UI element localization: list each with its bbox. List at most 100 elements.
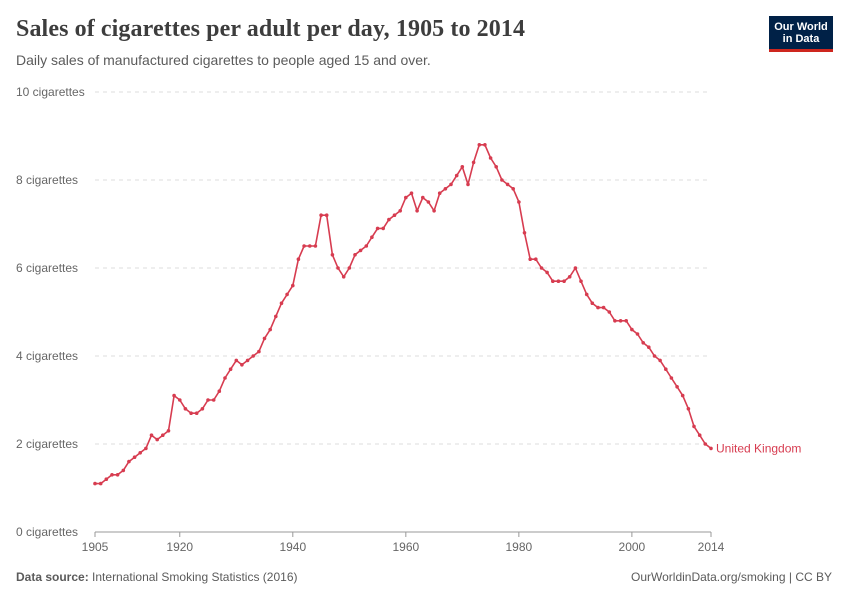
source-label: Data source: — [16, 570, 89, 584]
series-label: United Kingdom — [716, 441, 801, 455]
data-point — [601, 305, 606, 310]
data-point — [709, 446, 713, 451]
logo-line-1: Our World — [774, 21, 828, 33]
data-point — [183, 407, 188, 411]
data-point — [652, 354, 657, 358]
data-point — [319, 213, 323, 217]
data-point — [545, 270, 549, 275]
data-point — [404, 195, 408, 200]
data-point — [449, 182, 453, 187]
data-point — [240, 363, 244, 367]
data-point — [364, 244, 369, 248]
data-point — [471, 160, 476, 165]
data-point — [669, 376, 674, 380]
data-point — [539, 266, 544, 270]
data-point — [454, 173, 459, 178]
data-point — [635, 332, 640, 336]
data-point — [110, 473, 114, 477]
data-point — [274, 314, 278, 319]
data-point — [121, 468, 126, 473]
data-point — [381, 226, 386, 231]
data-point — [443, 187, 448, 191]
data-point — [132, 455, 137, 460]
data-point — [483, 143, 487, 147]
data-point — [426, 200, 431, 204]
data-point — [562, 279, 566, 284]
data-point — [466, 182, 470, 187]
data-point — [641, 341, 645, 345]
data-point — [409, 191, 414, 195]
data-point — [370, 235, 374, 239]
data-point — [675, 385, 679, 389]
data-point — [618, 319, 623, 323]
data-point — [567, 275, 572, 279]
owid-logo[interactable]: Our World in Data — [769, 16, 833, 52]
data-point — [432, 209, 436, 213]
data-point — [217, 389, 222, 394]
data-point — [223, 376, 227, 380]
data-point — [494, 165, 499, 169]
data-point — [251, 354, 255, 358]
data-point — [387, 217, 391, 222]
data-point — [211, 398, 216, 402]
data-source: Data source: International Smoking Stati… — [16, 570, 297, 584]
data-point — [302, 244, 306, 248]
data-point — [234, 358, 239, 363]
data-point — [511, 187, 515, 191]
data-point — [341, 275, 346, 279]
data-point — [551, 279, 555, 284]
license-text: CC BY — [795, 570, 832, 584]
data-point — [178, 398, 182, 402]
data-point — [437, 191, 442, 195]
data-point — [534, 257, 538, 262]
data-point — [692, 424, 696, 429]
data-point — [528, 257, 532, 262]
y-tick-label: 6 cigarettes — [16, 261, 78, 275]
data-point — [590, 301, 595, 306]
data-point — [607, 310, 612, 314]
x-tick-label: 1980 — [506, 540, 533, 554]
y-tick-label: 10 cigarettes — [16, 85, 85, 99]
data-point — [415, 209, 419, 213]
data-point — [127, 459, 131, 464]
data-point — [421, 195, 425, 200]
chart-subtitle: Daily sales of manufactured cigarettes t… — [16, 52, 431, 68]
chart-title: Sales of cigarettes per adult per day, 1… — [16, 16, 526, 42]
data-point — [664, 367, 668, 372]
data-point — [138, 451, 142, 455]
series-points — [93, 143, 713, 486]
data-point — [392, 213, 397, 217]
data-point — [324, 213, 329, 217]
data-point — [200, 407, 205, 411]
data-point — [144, 446, 148, 451]
data-point — [500, 178, 504, 182]
x-tick-label: 1920 — [166, 540, 193, 554]
data-point — [330, 253, 335, 257]
owid-link[interactable]: OurWorldinData.org/smoking — [631, 570, 786, 584]
data-point — [279, 301, 284, 306]
logo-line-2: in Data — [782, 33, 820, 45]
data-point — [579, 279, 583, 284]
y-tick-label: 2 cigarettes — [16, 437, 78, 451]
data-point — [573, 266, 578, 270]
x-tick-label: 1905 — [82, 540, 109, 554]
data-point — [296, 257, 301, 262]
data-point — [189, 411, 193, 416]
data-point — [155, 437, 159, 442]
data-point — [245, 358, 250, 363]
data-point — [353, 253, 357, 257]
data-point — [291, 283, 295, 288]
data-point — [697, 433, 702, 438]
data-point — [149, 433, 154, 438]
x-tick-label: 1960 — [392, 540, 419, 554]
data-point — [624, 319, 628, 323]
data-point — [680, 393, 685, 398]
data-point — [596, 305, 600, 310]
data-point — [308, 244, 312, 248]
source-text: International Smoking Statistics (2016) — [92, 570, 298, 584]
data-point — [115, 473, 120, 477]
y-tick-label: 8 cigarettes — [16, 173, 78, 187]
data-point — [166, 429, 171, 433]
data-point — [647, 345, 651, 350]
